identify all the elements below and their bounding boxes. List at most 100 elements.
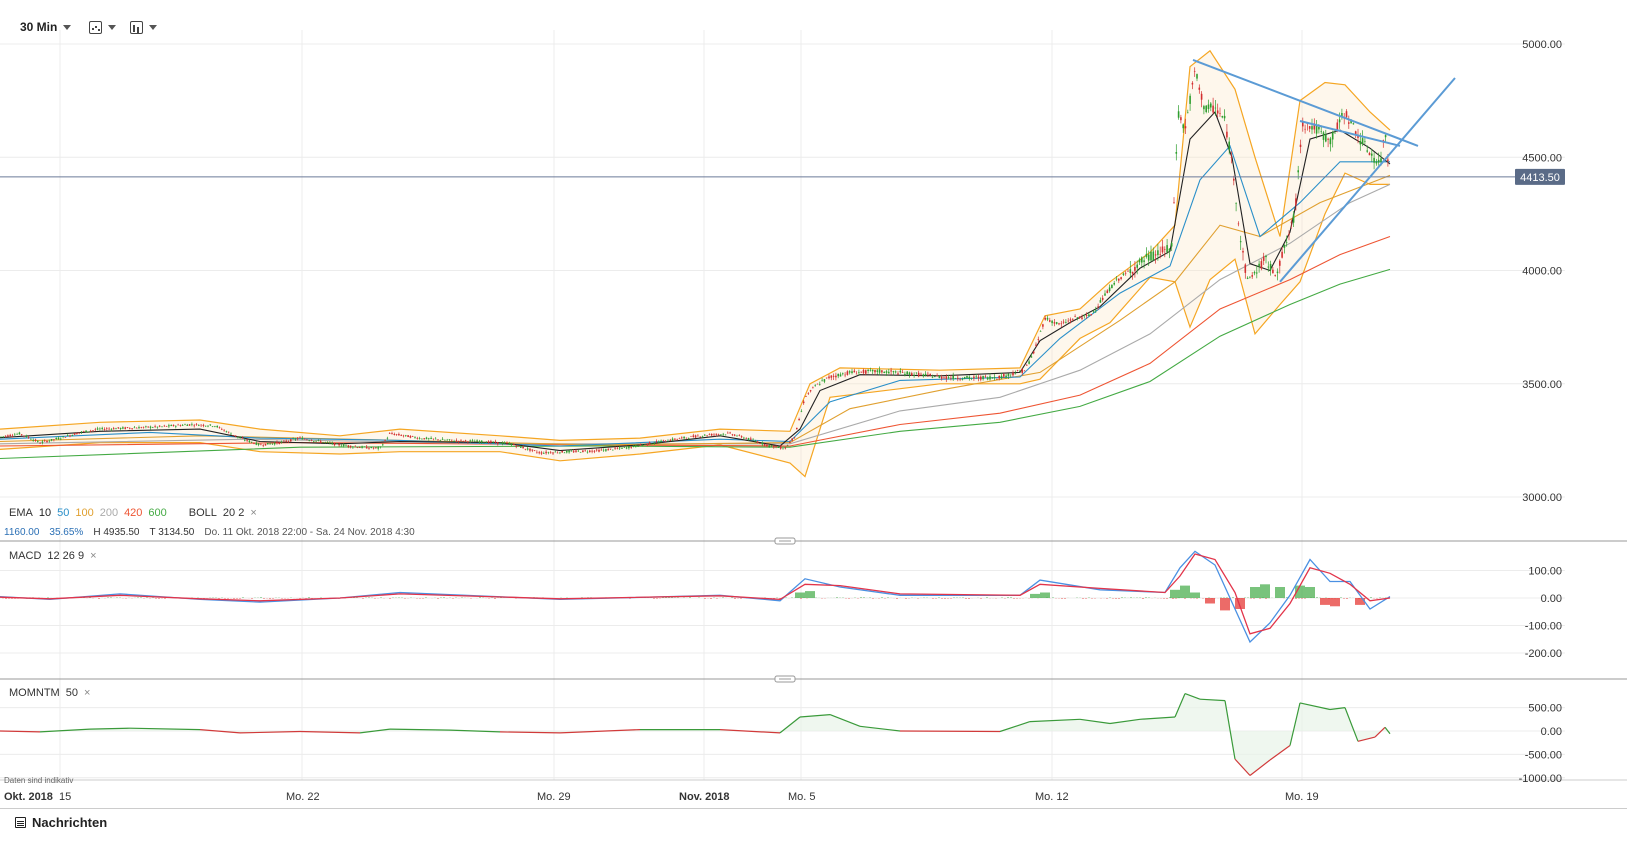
candle-body — [296, 438, 299, 440]
stats-row: 1160.00 35.65% H 4935.50 T 3134.50 Do. 1… — [4, 527, 415, 538]
candle-body — [936, 375, 938, 376]
momentum-segment — [1109, 718, 1141, 725]
momentum-segment — [1199, 698, 1226, 702]
candle-body — [1060, 323, 1063, 325]
momentum-segment — [199, 729, 241, 734]
candle-body — [1159, 254, 1161, 255]
candle-body — [750, 438, 752, 440]
macd-histogram-bar — [950, 598, 952, 599]
candle-body — [1226, 131, 1228, 138]
candle-body — [1090, 314, 1092, 316]
ema-line-ema50 — [0, 144, 1390, 447]
news-button[interactable]: Nachrichten — [15, 815, 107, 830]
macd-histogram-bar — [269, 598, 271, 599]
candle-body — [175, 425, 177, 427]
candle-body — [1072, 319, 1074, 321]
candle-body — [1311, 126, 1313, 130]
candle-body — [837, 373, 839, 377]
candle-body — [616, 448, 619, 449]
candle-body — [618, 447, 621, 449]
candle-body — [395, 434, 398, 435]
candle-body — [982, 375, 984, 380]
candle-body — [39, 443, 41, 444]
candle-body — [195, 424, 198, 425]
candle-body — [303, 439, 306, 440]
candle-body — [421, 438, 423, 440]
candle-body — [142, 426, 145, 428]
candle-body — [391, 433, 393, 434]
candle-body — [156, 426, 159, 428]
momentum-segment — [1329, 707, 1346, 711]
candle-body — [89, 430, 92, 432]
candle-body — [280, 441, 283, 443]
candle-body — [1244, 264, 1247, 273]
macd-histogram-bar — [671, 597, 673, 598]
candle-body — [1016, 370, 1019, 371]
candle-body — [16, 434, 18, 435]
momentum-segment — [39, 728, 91, 733]
candle-body — [1375, 161, 1378, 164]
close-icon[interactable]: × — [83, 687, 91, 699]
price-y-tick-label: 3500.00 — [1522, 379, 1562, 391]
momentum-segment — [1224, 700, 1236, 760]
candle-body — [1037, 339, 1040, 340]
candle-body — [729, 432, 731, 434]
candle-body — [1083, 314, 1086, 316]
candle-body — [1371, 153, 1373, 156]
interval-selector[interactable]: 30 Min — [20, 20, 72, 34]
candle-body — [575, 450, 577, 452]
macd-histogram-bar — [941, 598, 943, 599]
macd-histogram-bar — [1172, 598, 1174, 599]
close-icon[interactable]: × — [90, 550, 97, 562]
chart-type-selector[interactable] — [89, 20, 117, 34]
candle-body — [1223, 115, 1226, 119]
candle-body — [273, 443, 276, 445]
macd-histogram-bar — [1001, 597, 1003, 598]
candle-body — [1042, 324, 1044, 327]
candle-body — [0, 436, 2, 438]
candle-body — [317, 440, 320, 441]
boll-params: 20 2 — [222, 507, 245, 519]
candle-body — [94, 429, 97, 431]
ema-line-ema10 — [0, 110, 1391, 452]
news-label: Nachrichten — [32, 815, 108, 830]
candle-body — [1007, 373, 1010, 376]
candle-body — [32, 439, 34, 441]
candle-body — [625, 447, 628, 449]
macd-histogram-bar — [1016, 598, 1018, 599]
candle-body — [60, 438, 62, 440]
candle-body — [593, 450, 596, 452]
candle-body — [888, 371, 890, 374]
candle-body — [1129, 269, 1132, 273]
indicator-selector[interactable] — [130, 20, 158, 34]
candle-body — [76, 433, 78, 435]
macd-histogram-bar — [1196, 598, 1198, 599]
candle-body — [306, 439, 308, 441]
candle-body — [469, 440, 471, 442]
candle-body — [1279, 260, 1281, 266]
macd-histogram-bar — [452, 598, 454, 599]
period-low: T 3134.50 — [149, 527, 195, 538]
candle-body — [1193, 71, 1196, 72]
candle-body — [170, 425, 172, 426]
price-plot-area — [0, 49, 1391, 478]
momentum-label: MOMNTM — [9, 687, 60, 699]
macd-histogram-bar — [704, 598, 706, 599]
candle-body — [890, 370, 892, 372]
candle-body — [428, 438, 430, 439]
candle-body — [354, 446, 356, 448]
candle-body — [568, 450, 570, 453]
candle-body — [283, 440, 285, 442]
candle-body — [471, 440, 474, 441]
macd-histogram-bar — [89, 597, 91, 598]
macd-histogram-bar — [1235, 598, 1245, 609]
candle-body — [605, 449, 607, 451]
candle-body — [531, 449, 534, 451]
close-icon[interactable]: × — [250, 507, 257, 519]
macd-histogram-bar — [962, 597, 964, 598]
candle-body — [122, 427, 124, 429]
candle-body — [239, 437, 241, 439]
macd-histogram-bar — [1085, 598, 1087, 599]
candle-body — [897, 373, 899, 375]
